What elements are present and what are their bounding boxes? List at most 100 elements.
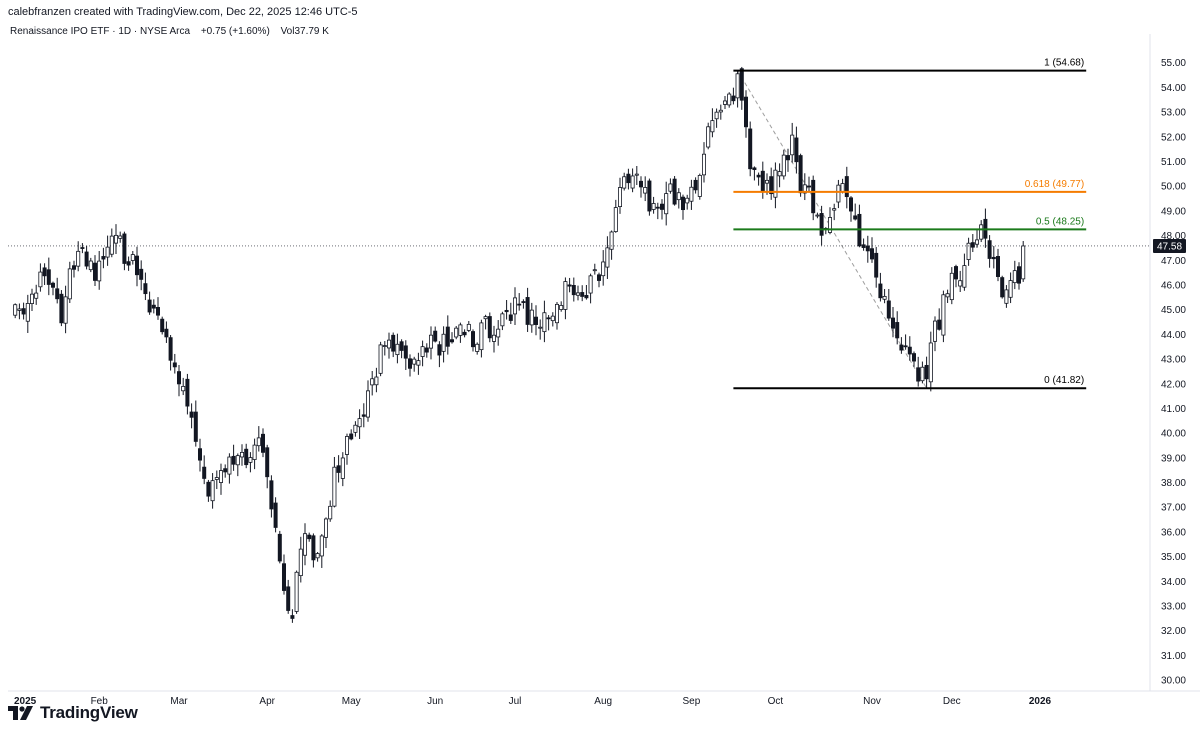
candle — [395, 333, 400, 364]
candle-body — [920, 366, 925, 382]
candle-body — [576, 292, 581, 296]
candle — [189, 403, 194, 429]
candle — [786, 148, 791, 172]
candle-body — [966, 242, 971, 260]
x-tick-label: May — [342, 696, 361, 707]
candle-body — [613, 207, 618, 232]
x-tick-label: 2025 — [14, 696, 37, 707]
candle — [928, 331, 933, 392]
tradingview-logo[interactable]: TradingView — [8, 703, 138, 723]
candle-body — [416, 360, 421, 366]
y-tick-label: 39.00 — [1161, 453, 1186, 464]
candle — [672, 176, 677, 206]
candle-body — [441, 333, 446, 352]
candle — [739, 66, 744, 110]
candle — [462, 329, 467, 338]
candle — [668, 178, 673, 194]
candle — [290, 609, 295, 623]
candle-body — [235, 455, 240, 466]
candle — [664, 181, 669, 226]
candle — [790, 122, 795, 163]
candle — [655, 202, 660, 220]
candle — [714, 108, 719, 128]
candle — [597, 272, 602, 288]
candle — [807, 176, 812, 193]
candle — [618, 177, 623, 214]
candle — [239, 444, 244, 466]
candle — [832, 203, 837, 221]
candle-body — [386, 339, 391, 349]
candle — [344, 433, 349, 465]
candle-body — [185, 378, 190, 407]
candle-body — [155, 306, 160, 316]
candle-body — [67, 268, 72, 300]
candle — [328, 500, 333, 522]
candle-body — [17, 308, 22, 311]
candle — [760, 161, 765, 199]
candle-body — [525, 297, 530, 325]
candle — [21, 302, 26, 320]
candle-body — [122, 233, 127, 264]
candle-body — [601, 261, 606, 277]
candle-body — [933, 320, 938, 342]
candle — [340, 452, 345, 487]
candle — [382, 341, 387, 356]
candle — [269, 475, 274, 518]
y-tick-label: 52.00 — [1161, 132, 1186, 143]
candle-body — [508, 314, 513, 321]
candle — [853, 203, 858, 221]
candle-body — [487, 316, 492, 339]
candle-body — [59, 293, 64, 324]
candle-body — [592, 269, 597, 272]
candle-body — [361, 414, 366, 417]
candle — [378, 341, 383, 377]
candle-body — [172, 362, 177, 368]
candle-body — [214, 477, 219, 480]
candle — [437, 341, 442, 368]
candle — [970, 234, 975, 253]
fib-level-label: 0.5 (48.25) — [1036, 216, 1084, 227]
candle — [681, 194, 686, 220]
candle — [794, 126, 799, 174]
symbol-name[interactable]: Renaissance IPO ETF · 1D · NYSE Arca — [10, 26, 191, 37]
candle — [895, 311, 900, 345]
candle-body — [315, 553, 320, 559]
candle — [563, 277, 568, 320]
candle — [29, 288, 34, 311]
candle-body — [206, 481, 211, 497]
candle — [164, 321, 169, 343]
candle-body — [189, 411, 194, 418]
candle-body — [991, 256, 996, 260]
price-change: +0.75 (+1.60%) — [200, 26, 270, 37]
candle-body — [483, 316, 488, 320]
candle — [525, 287, 530, 332]
candle — [214, 470, 219, 490]
candle — [223, 464, 228, 478]
y-tick-label: 44.00 — [1161, 330, 1186, 341]
candle-body — [882, 296, 887, 300]
candle-body — [269, 480, 274, 510]
candle — [294, 570, 299, 614]
x-tick-label: Feb — [91, 696, 109, 707]
candle — [878, 272, 883, 302]
candle — [277, 530, 282, 564]
candle — [647, 178, 652, 216]
candle-body — [828, 217, 833, 233]
candle — [584, 285, 589, 300]
candle — [273, 497, 278, 533]
candle-body — [912, 353, 917, 362]
candle-body — [311, 535, 316, 561]
candle — [975, 229, 980, 248]
candle-body — [349, 433, 354, 440]
candle-body — [93, 262, 98, 281]
candle-body — [865, 245, 870, 252]
candle-body — [147, 299, 152, 313]
candle — [424, 343, 429, 358]
candle-body — [80, 247, 85, 249]
candle — [361, 403, 366, 428]
candle-body — [739, 68, 744, 101]
candle — [651, 196, 656, 214]
candle-body — [697, 174, 702, 197]
candle — [311, 533, 316, 568]
